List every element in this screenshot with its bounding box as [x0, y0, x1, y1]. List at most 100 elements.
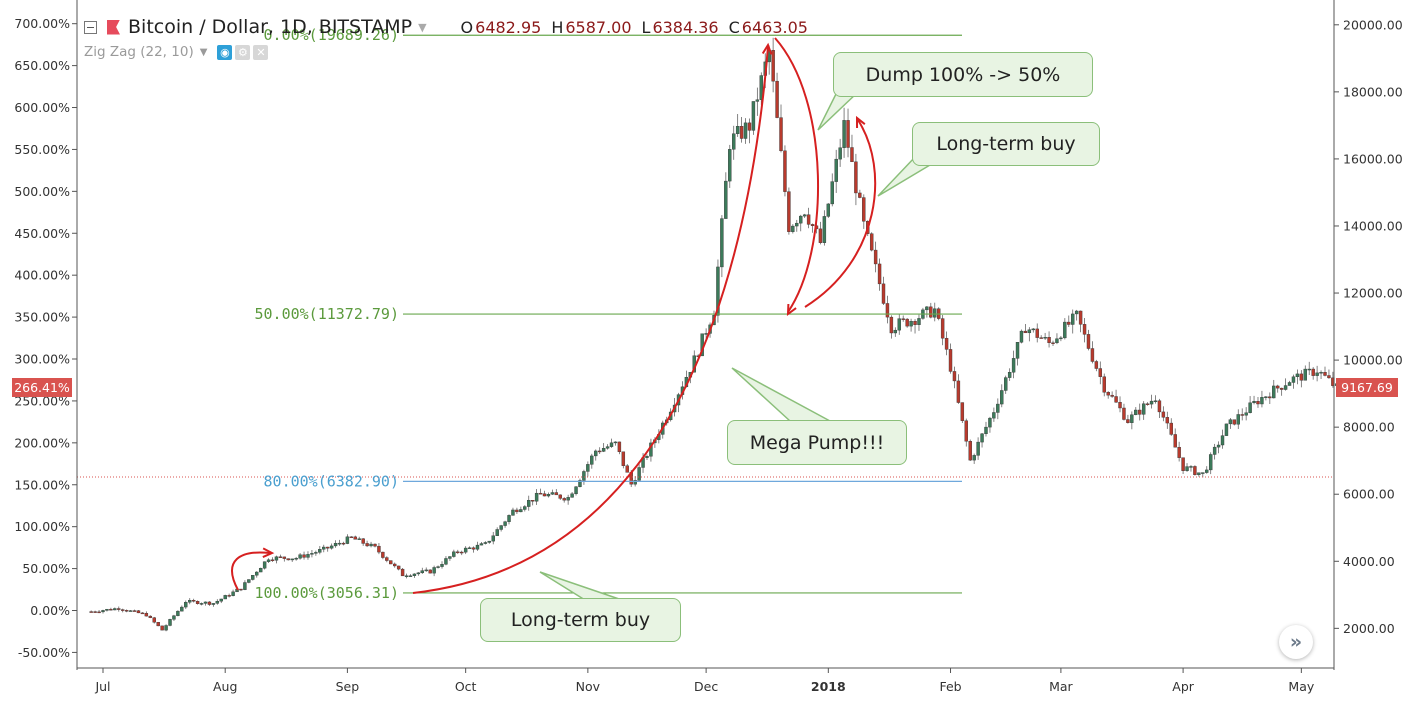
- candle-down: [282, 556, 287, 559]
- candle-up: [759, 75, 764, 100]
- chevron-down-icon[interactable]: ▼: [199, 46, 208, 58]
- candle-up: [1208, 454, 1213, 471]
- gear-icon[interactable]: ⚙: [235, 44, 251, 60]
- candle-down: [1067, 321, 1071, 325]
- candle-up: [751, 101, 756, 131]
- candle-down: [124, 610, 129, 612]
- candle-up: [605, 446, 610, 449]
- candle-up: [448, 556, 452, 559]
- candle-up: [716, 266, 720, 316]
- dump-arrow: [774, 37, 819, 313]
- candle-down: [621, 451, 626, 466]
- candle-up: [594, 450, 598, 457]
- candle-down: [1165, 417, 1170, 424]
- right-tick-label: 18000.00: [1343, 84, 1403, 99]
- x-tick-label: Nov: [576, 679, 601, 694]
- candle-down: [396, 565, 401, 570]
- candle-up: [1252, 401, 1256, 404]
- candle-up: [168, 619, 172, 626]
- candle-down: [1279, 387, 1284, 390]
- candle-up: [467, 547, 472, 549]
- flag-icon[interactable]: [107, 19, 120, 35]
- left-tick-label: 200.00%: [14, 435, 70, 450]
- candle-up: [503, 521, 507, 526]
- candle-up: [976, 441, 980, 456]
- candle-up: [609, 442, 614, 447]
- dump-arrow-head: [786, 303, 797, 317]
- candlestick-series: [77, 37, 1339, 632]
- candle-up: [925, 306, 929, 311]
- candle-up: [475, 544, 480, 550]
- candle-down: [1122, 407, 1126, 420]
- candle-up: [550, 492, 555, 495]
- candle-down: [625, 465, 629, 473]
- small-up-arrow-head: [262, 547, 275, 558]
- candle-down: [862, 197, 866, 222]
- candle-up: [830, 181, 834, 205]
- candle-up: [728, 149, 732, 182]
- left-tick-label: 0.00%: [30, 603, 70, 618]
- candle-up: [444, 558, 448, 565]
- candle-up: [416, 572, 421, 575]
- candle-down: [361, 538, 365, 544]
- candle-down: [1094, 361, 1099, 369]
- candle-up: [329, 545, 334, 549]
- candle-up: [318, 549, 322, 553]
- chevron-down-icon[interactable]: ▼: [418, 20, 427, 34]
- left-tick-label: 450.00%: [14, 226, 70, 241]
- x-tick-label: Oct: [455, 679, 477, 694]
- candle-up: [314, 552, 318, 554]
- candle-up: [735, 126, 740, 134]
- candle-up: [582, 471, 586, 481]
- candle-down: [1090, 348, 1095, 362]
- collapse-icon[interactable]: [84, 20, 97, 34]
- scroll-to-realtime-button[interactable]: »: [1279, 625, 1313, 659]
- candle-down: [617, 441, 622, 453]
- candle-up: [743, 122, 748, 139]
- candle-down: [885, 303, 890, 318]
- candle-up: [1031, 328, 1035, 331]
- annotation-arrows: [231, 37, 932, 601]
- candle-down: [747, 122, 752, 131]
- candle-up: [613, 441, 618, 444]
- candle-down: [302, 554, 306, 558]
- candle-up: [1055, 338, 1059, 344]
- candle-up: [511, 509, 515, 516]
- x-tick-label: Feb: [939, 679, 961, 694]
- candle-up: [1027, 329, 1032, 334]
- candle-up: [184, 602, 188, 608]
- candle-up: [255, 571, 259, 576]
- eye-icon[interactable]: ◉: [217, 44, 233, 60]
- candle-up: [1197, 472, 1201, 475]
- candle-up: [113, 608, 117, 611]
- mega-pump-arrow: [412, 46, 769, 594]
- candle-down: [207, 601, 212, 605]
- candle-up: [1059, 337, 1063, 340]
- candle-up: [199, 603, 204, 605]
- candle-up: [412, 573, 417, 576]
- right-tick-label: 2000.00: [1343, 621, 1395, 636]
- candle-up: [1201, 472, 1205, 474]
- symbol-title[interactable]: Bitcoin / Dollar, 1D, BITSTAMP: [128, 16, 413, 38]
- candle-up: [570, 493, 574, 498]
- callout-long-term-buy-bottom: Long-term buy: [480, 598, 681, 642]
- x-tick-label: Sep: [336, 679, 360, 694]
- candle-up: [440, 564, 444, 567]
- candle-up: [1015, 342, 1020, 359]
- indicator-label[interactable]: Zig Zag (22, 10): [84, 44, 194, 60]
- candle-down: [929, 306, 933, 318]
- candle-down: [869, 233, 874, 251]
- candle-down: [1126, 419, 1130, 423]
- candle-down: [1256, 401, 1260, 405]
- candle-up: [838, 147, 842, 160]
- long-term-buy-top-arrow: [804, 119, 877, 308]
- candle-down: [881, 283, 886, 304]
- candle-down: [1193, 466, 1197, 475]
- close-icon[interactable]: ✕: [253, 44, 269, 60]
- candle-up: [1236, 414, 1240, 425]
- candle-up: [578, 480, 582, 487]
- candle-up: [243, 582, 247, 590]
- candle-up: [219, 598, 223, 602]
- candle-up: [755, 99, 760, 102]
